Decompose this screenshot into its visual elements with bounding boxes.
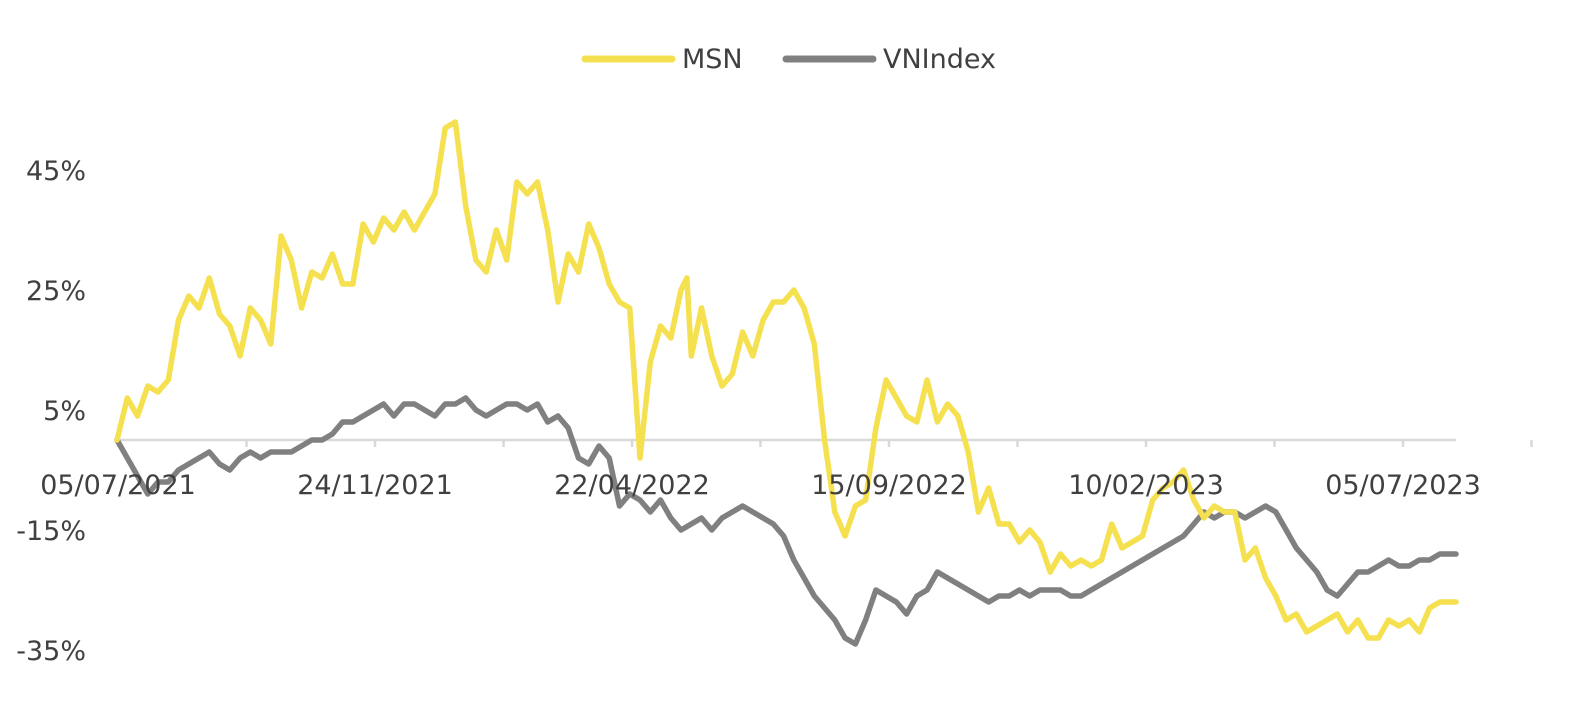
series-line-msn [114, 119, 1459, 641]
x-tick-label: 15/09/2022 [811, 470, 967, 501]
y-axis: 45% 25% 5% -15% -35% [16, 156, 86, 667]
x-axis-ticks [116, 440, 1533, 447]
x-axis: 05/07/2021 24/11/2021 22/04/2022 15/09/2022… [40, 470, 1584, 501]
y-tick-label: 25% [26, 276, 86, 307]
legend-label-msn: MSN [682, 44, 743, 75]
series-line-vnindex [114, 395, 1459, 647]
y-tick-label: 45% [26, 156, 86, 187]
y-tick-label: 5% [43, 396, 86, 427]
x-tick-label: 05/07/2021 [40, 470, 196, 501]
x-tick-label: 24/11/2023 [1582, 470, 1584, 501]
y-tick-label: -35% [16, 636, 86, 667]
x-tick-label: 05/07/2023 [1325, 470, 1481, 501]
x-tick-label: 24/11/2021 [297, 470, 453, 501]
x-tick-label: 10/02/2023 [1068, 470, 1224, 501]
legend: MSN VNIndex [581, 44, 996, 75]
series-layer [114, 119, 1459, 647]
x-tick-label: 22/04/2022 [554, 470, 710, 501]
y-tick-label: -15% [16, 516, 86, 547]
legend-label-vnindex: VNIndex [883, 44, 996, 75]
legend-item-msn: MSN [581, 44, 743, 75]
legend-item-vnindex: VNIndex [782, 44, 996, 75]
